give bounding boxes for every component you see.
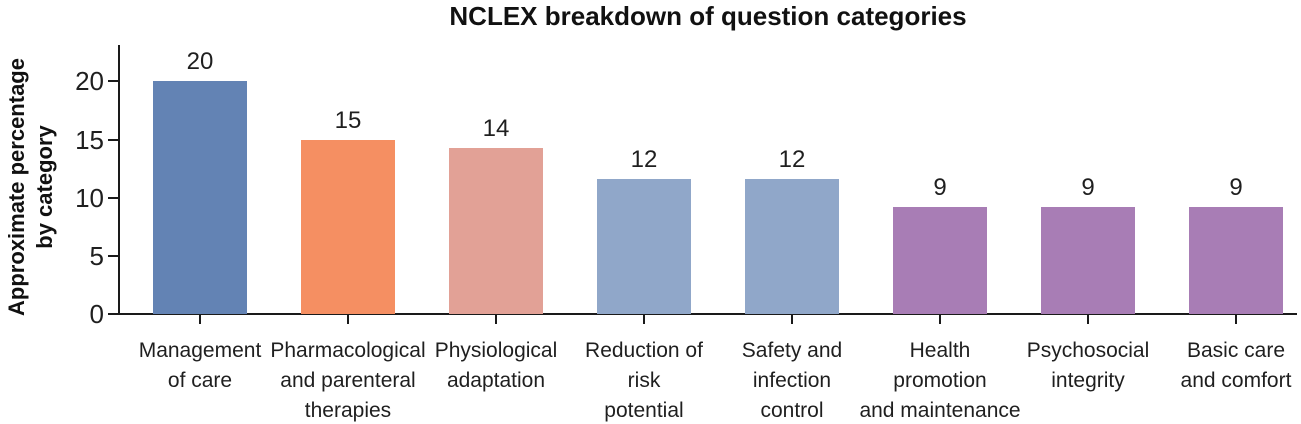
y-axis-label-line-1: Approximate percentage [4,58,29,316]
y-tick-label: 0 [89,299,104,329]
y-tick-label: 10 [75,182,104,213]
bar-value-label: 15 [334,107,362,134]
x-tick-mark [495,315,497,324]
category-label: Basic care and comfort [1180,339,1292,392]
bar-value-label: 9 [933,174,947,201]
x-tick-mark [347,315,349,324]
bar [1041,207,1135,314]
category-label: Management of care [138,339,262,392]
x-tick-mark [939,315,941,324]
x-axis-line [117,313,1297,315]
x-tick-mark [199,315,201,324]
y-tick-mark [108,254,118,257]
y-axis-line [118,45,120,315]
bar-value-label: 20 [186,48,214,75]
category-label: Physiological adaptation [434,339,558,392]
bar [745,179,839,314]
bar-value-label: 14 [482,115,510,142]
y-tick-mark [108,80,118,83]
bar [597,179,691,314]
bar-value-label: 12 [630,146,658,173]
y-tick-mark [108,313,118,315]
x-tick-mark [1235,315,1237,324]
y-tick-label: 5 [89,240,104,271]
bar [893,207,987,314]
y-tick-mark [108,196,118,199]
category-label: Pharmacological and parenteral therapies [270,339,426,422]
category-label: Health promotion and maintenance [859,339,1021,422]
x-tick-mark [643,315,645,324]
x-tick-mark [791,315,793,324]
y-tick-label: 15 [75,124,104,155]
bar [301,140,395,314]
category-label: Safety and infection control [741,339,843,422]
bar-value-label: 9 [1081,174,1095,201]
bar [449,148,543,314]
bar [1189,207,1283,314]
x-tick-mark [1087,315,1089,324]
bar-value-label: 9 [1229,174,1243,201]
category-label: Psychosocial integrity [1026,339,1150,392]
y-tick-mark [108,138,118,141]
y-tick-label: 20 [75,66,104,97]
category-label: Reduction of risk potential [585,339,703,422]
bar [153,81,247,314]
chart-title: NCLEX breakdown of question categories [449,1,967,31]
bar-value-label: 12 [778,146,806,173]
